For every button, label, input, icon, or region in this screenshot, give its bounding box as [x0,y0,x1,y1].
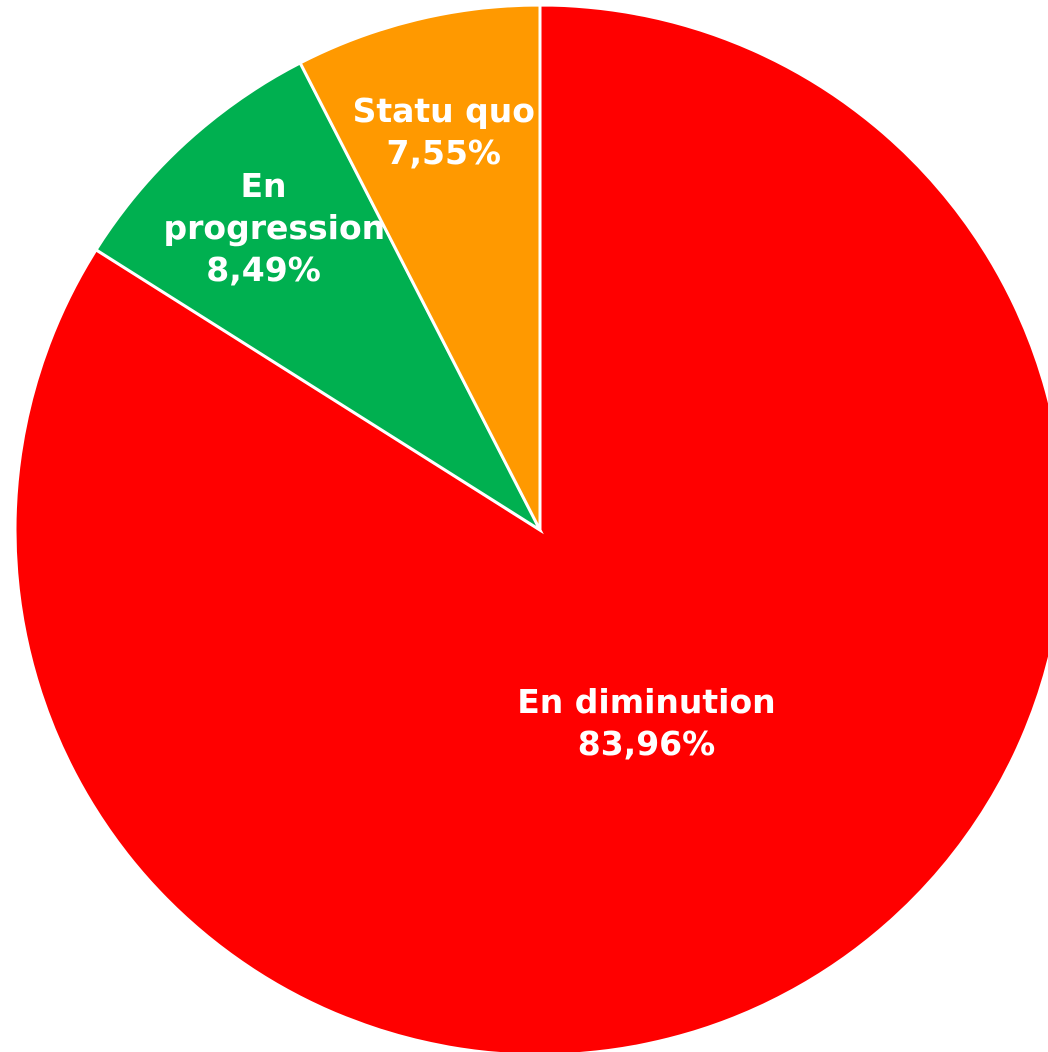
slice-value: 7,55% [386,132,502,172]
slice-label: En diminution 83,96% [446,681,846,765]
slice-value: 83,96% [577,724,716,764]
slice-name: Statu quo [352,90,535,130]
slice-label: En progression 8,49% [163,165,386,291]
pie-slice [13,3,1048,1052]
slice-name: En progression [163,165,386,247]
slice-name: En diminution [517,682,776,722]
pie-slice [298,3,542,531]
slice-label: Statu quo 7,55% [344,90,544,174]
slice-value: 8,49% [206,249,321,289]
pie-slice [93,60,544,535]
